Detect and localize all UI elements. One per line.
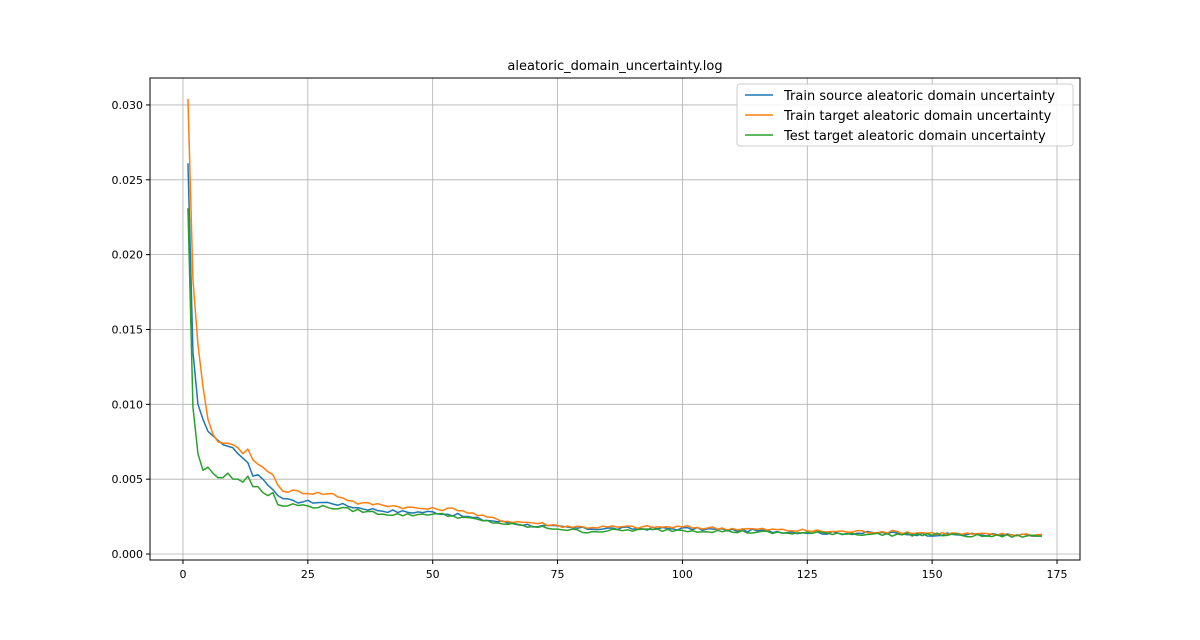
x-tick-label: 125 <box>797 568 818 581</box>
series-line-3 <box>187 208 1043 538</box>
y-tick-label: 0.000 <box>112 548 144 561</box>
plot-frame <box>149 77 1081 561</box>
x-tick-label: 175 <box>1047 568 1068 581</box>
y-tick-label: 0.030 <box>112 99 144 112</box>
y-tick-label: 0.015 <box>112 323 144 336</box>
x-tick-label: 50 <box>426 568 440 581</box>
grid <box>150 78 1080 560</box>
series-line-2 <box>187 98 1043 537</box>
x-tick-label: 0 <box>179 568 186 581</box>
y-tick-label: 0.025 <box>112 174 144 187</box>
x-tick-label: 75 <box>551 568 565 581</box>
y-tick-label: 0.010 <box>112 398 144 411</box>
x-tick-label: 100 <box>672 568 693 581</box>
x-tick-label: 25 <box>301 568 315 581</box>
legend: Train source aleatoric domain uncertaint… <box>736 83 1074 147</box>
legend-label: Train source aleatoric domain uncertaint… <box>783 89 1055 104</box>
x-axis: 0 25 50 75 100 125 150 175 <box>179 560 1068 581</box>
x-tick-label: 150 <box>922 568 943 581</box>
y-tick-label: 0.020 <box>112 249 144 262</box>
legend-label: Train target aleatoric domain uncertaint… <box>783 109 1052 124</box>
y-tick-label: 0.005 <box>112 473 144 486</box>
legend-label: Test target aleatoric domain uncertainty <box>783 129 1046 144</box>
y-axis: 0.000 0.005 0.010 0.015 0.020 0.025 0.030 <box>112 99 150 561</box>
chart-title: aleatoric_domain_uncertainty.log <box>507 59 722 74</box>
legend-box <box>736 83 1074 147</box>
series-group <box>187 98 1043 538</box>
